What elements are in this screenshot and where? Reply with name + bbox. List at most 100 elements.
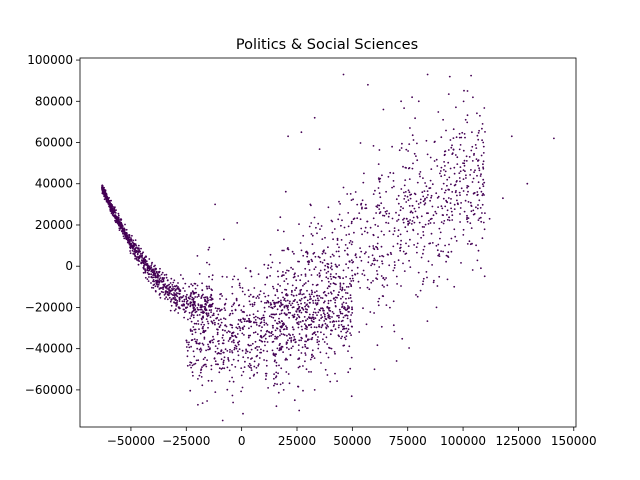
scatter-point [277,372,279,375]
scatter-point [192,306,195,309]
scatter-point [235,299,238,302]
scatter-point [398,149,401,152]
scatter-point [320,296,322,299]
scatter-point [194,309,197,311]
scatter-point [322,309,324,312]
scatter-point [426,196,428,199]
scatter-point [323,268,326,271]
scatter-point [273,377,275,380]
scatter-point [256,354,259,357]
scatter-point [281,322,284,325]
scatter-point [325,352,328,355]
scatter-point [345,292,347,294]
scatter-point [188,346,191,349]
scatter-point [383,278,386,281]
scatter-point [471,160,474,162]
scatter-point [183,308,186,311]
scatter-point [377,177,380,180]
scatter-point [199,371,202,374]
scatter-point [305,368,308,371]
scatter-point [343,336,346,339]
scatter-point [464,170,466,173]
scatter-point [130,240,133,242]
scatter-point [402,221,405,224]
scatter-point [336,237,339,240]
scatter-point [193,303,196,305]
scatter-point [265,330,268,333]
scatter-point [350,220,353,223]
scatter-point [319,351,322,354]
scatter-point [212,312,215,315]
scatter-point [458,172,461,175]
scatter-point [385,304,388,306]
scatter-point [404,253,407,255]
scatter-point [443,161,445,163]
scatter-point [145,256,148,258]
scatter-point [349,320,352,323]
scatter-point [210,380,213,382]
scatter-point [177,282,179,284]
scatter-point [253,287,256,289]
scatter-point [383,214,386,217]
scatter-point [441,214,444,216]
scatter-point [409,219,411,221]
scatter-point [278,364,280,367]
scatter-point [380,202,383,205]
scatter-point [421,283,424,286]
scatter-point [264,302,266,304]
scatter-point [111,214,114,216]
scatter-point [211,339,214,342]
scatter-point [459,221,461,223]
scatter-point [228,369,231,372]
scatter-point [267,387,269,389]
scatter-point [391,217,394,220]
scatter-point [182,287,185,289]
scatter-point [265,364,268,367]
scatter-point [334,301,336,304]
scatter-point [344,314,346,317]
scatter-point [339,288,342,291]
scatter-point [291,291,293,293]
scatter-point [386,284,389,287]
scatter-point [184,282,187,285]
scatter-point [480,173,482,176]
scatter-point [214,307,217,309]
x-tick-label: 125000 [496,434,542,448]
scatter-point [293,273,296,276]
scatter-point [160,281,163,283]
scatter-point [475,147,478,150]
scatter-point [231,326,234,329]
scatter-point [246,314,248,317]
scatter-point [167,288,170,290]
scatter-point [337,326,340,329]
scatter-point [264,378,267,381]
scatter-point [304,275,307,277]
scatter-point [216,363,219,366]
scatter-point [510,135,513,138]
scatter-point [345,263,347,266]
scatter-point [311,349,314,352]
scatter-point [206,285,208,288]
scatter-point [210,294,213,297]
scatter-point [361,207,363,210]
scatter-point [210,311,213,313]
scatter-point [456,163,459,166]
scatter-point [235,326,238,329]
scatter-point [248,295,251,298]
scatter-point [257,364,260,367]
scatter-point [341,312,344,315]
scatter-point [324,368,327,371]
scatter-point [174,296,176,299]
scatter-point [379,211,382,213]
scatter-point [410,193,413,196]
scatter-point [310,293,313,296]
scatter-point [209,299,212,301]
scatter-point [272,313,275,316]
scatter-point [400,205,402,208]
scatter-point [208,275,210,278]
scatter-point [283,249,285,252]
scatter-point [477,219,480,222]
scatter-point [462,162,464,165]
scatter-point [115,215,118,218]
scatter-point [346,247,349,250]
